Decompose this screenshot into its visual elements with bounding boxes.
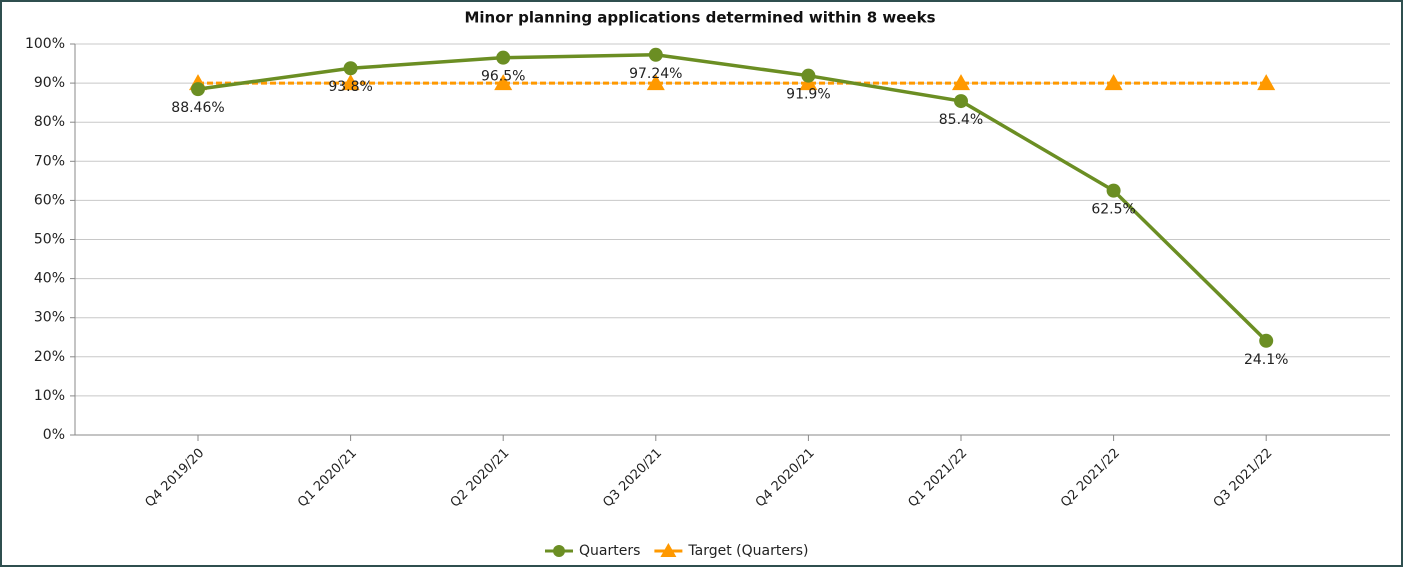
marker xyxy=(648,47,663,62)
data-label: 88.46% xyxy=(171,100,224,116)
marker xyxy=(341,74,360,91)
y-tick-label: 60% xyxy=(34,192,65,208)
marker xyxy=(496,50,511,65)
marker xyxy=(343,61,358,76)
marker xyxy=(191,82,205,97)
y-tick-label: 20% xyxy=(34,349,65,365)
legend-marker xyxy=(553,545,565,557)
marker xyxy=(646,74,665,91)
data-label: 62.5% xyxy=(1091,202,1135,218)
y-tick-label: 80% xyxy=(34,114,65,130)
y-tick-label: 30% xyxy=(34,310,65,326)
y-tick-label: 90% xyxy=(34,75,65,91)
y-tick-label: 50% xyxy=(34,232,65,248)
data-label: 91.9% xyxy=(786,87,830,103)
legend-label: Target (Quarters) xyxy=(687,543,808,559)
y-tick-label: 40% xyxy=(34,271,65,287)
marker xyxy=(1259,333,1274,348)
data-label: 93.8% xyxy=(328,79,372,95)
marker xyxy=(954,94,968,109)
y-tick-label: 100% xyxy=(25,36,65,52)
marker xyxy=(952,74,970,91)
legend-marker xyxy=(660,543,677,557)
marker xyxy=(1257,74,1276,91)
marker xyxy=(1104,74,1123,91)
y-tick-label: 10% xyxy=(34,388,65,404)
data-label: 97.24% xyxy=(629,66,682,82)
marker xyxy=(1106,183,1121,198)
marker xyxy=(494,74,513,91)
legend-label: Quarters xyxy=(579,543,640,559)
data-label: 85.4% xyxy=(939,112,983,128)
chart-title: Minor planning applications determined w… xyxy=(464,9,935,27)
y-tick-label: 70% xyxy=(34,153,65,169)
marker xyxy=(801,68,816,83)
data-label: 24.1% xyxy=(1244,352,1288,368)
y-tick-label: 0% xyxy=(43,427,65,443)
series-line xyxy=(197,53,1268,343)
data-label: 96.5% xyxy=(481,69,525,85)
